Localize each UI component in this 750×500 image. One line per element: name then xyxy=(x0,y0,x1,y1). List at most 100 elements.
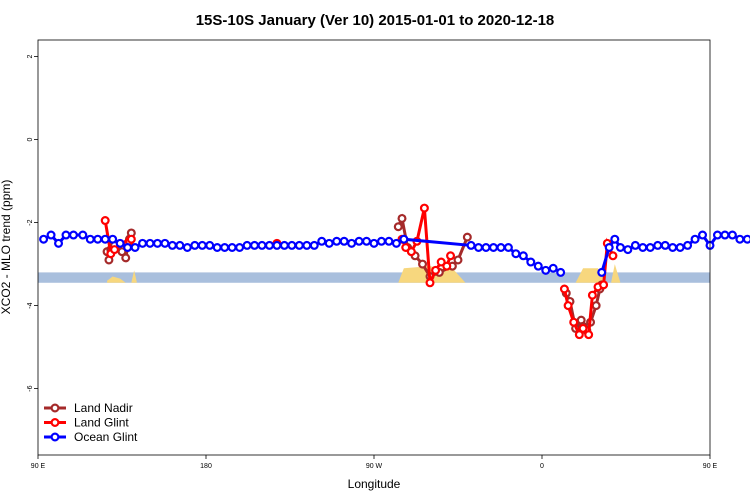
data-point xyxy=(511,249,521,259)
x-axis-label: Longitude xyxy=(348,477,401,491)
data-point xyxy=(235,243,245,253)
data-point xyxy=(68,230,78,240)
data-point xyxy=(130,243,140,253)
data-point xyxy=(526,257,536,267)
data-point xyxy=(574,330,584,340)
data-point xyxy=(425,278,435,288)
data-point xyxy=(391,238,401,248)
data-point xyxy=(272,240,282,250)
legend-swatch-marker xyxy=(50,403,60,413)
data-point xyxy=(145,238,155,248)
data-point xyxy=(615,243,625,253)
chart-title: 15S-10S January (Ver 10) 2015-01-01 to 2… xyxy=(196,12,555,29)
data-point xyxy=(735,234,745,244)
data-point xyxy=(578,323,588,333)
legend-swatch-marker xyxy=(50,418,60,428)
data-point xyxy=(727,230,737,240)
data-point xyxy=(675,243,685,253)
data-point xyxy=(401,243,411,253)
data-point xyxy=(683,240,693,250)
data-point xyxy=(324,238,334,248)
data-point xyxy=(742,234,750,244)
data-point xyxy=(597,267,607,277)
data-point xyxy=(591,301,601,311)
data-point xyxy=(115,238,125,248)
data-point xyxy=(85,234,95,244)
y-tick-label: 2 xyxy=(27,55,34,59)
y-tick-label: 0 xyxy=(27,138,34,142)
data-point xyxy=(384,236,394,246)
data-point xyxy=(503,243,513,253)
data-point xyxy=(548,263,558,273)
data-point xyxy=(474,243,484,253)
data-point xyxy=(418,259,428,269)
data-point xyxy=(100,234,110,244)
legend-label: Land Nadir xyxy=(74,401,133,415)
data-point xyxy=(167,240,177,250)
data-point xyxy=(227,243,237,253)
legend-item: Land Nadir xyxy=(44,401,133,415)
data-point xyxy=(152,238,162,248)
data-point xyxy=(563,301,573,311)
legend-label: Land Glint xyxy=(74,416,129,430)
data-point xyxy=(587,290,597,300)
data-point xyxy=(720,230,730,240)
data-point xyxy=(488,243,498,253)
land-fill-region xyxy=(611,264,621,283)
data-point xyxy=(197,240,207,250)
data-point xyxy=(610,234,620,244)
land-fill-region xyxy=(107,276,126,283)
data-point xyxy=(54,238,64,248)
data-point xyxy=(126,234,136,244)
data-point xyxy=(100,216,110,226)
data-point xyxy=(39,234,49,244)
data-point xyxy=(212,243,222,253)
data-point xyxy=(250,240,260,250)
data-point xyxy=(608,251,618,261)
data-point xyxy=(541,265,551,275)
data-point xyxy=(354,236,364,246)
data-point xyxy=(93,234,103,244)
x-tick-label: 180 xyxy=(200,463,212,470)
x-tick-label: 90 E xyxy=(31,463,46,470)
y-tick-label: -6 xyxy=(27,385,34,391)
data-point xyxy=(347,238,357,248)
data-point xyxy=(431,265,441,275)
series-ocean-glint xyxy=(39,230,750,277)
data-point xyxy=(623,245,633,255)
legend-swatch-marker xyxy=(50,432,60,442)
series-layer xyxy=(39,203,750,340)
data-point xyxy=(294,240,304,250)
data-point xyxy=(436,257,446,267)
data-point xyxy=(61,230,71,240)
y-axis-label: XCO2 - MLO trend (ppm) xyxy=(0,180,13,315)
data-point xyxy=(559,284,569,294)
legend-item: Ocean Glint xyxy=(44,430,138,444)
data-point xyxy=(690,234,700,244)
data-point xyxy=(419,203,429,213)
data-point xyxy=(406,247,416,257)
data-point xyxy=(668,243,678,253)
data-point xyxy=(46,230,56,240)
land-fill-region xyxy=(131,270,137,283)
y-tick-label: -4 xyxy=(27,302,34,308)
x-tick-label: 90 E xyxy=(703,463,718,470)
x-axis: 90 E 180 90 W 0 90 E xyxy=(31,455,718,470)
data-point xyxy=(599,280,609,290)
data-point xyxy=(556,267,566,277)
data-point xyxy=(397,213,407,223)
data-point xyxy=(339,236,349,246)
data-point xyxy=(264,240,274,250)
data-point xyxy=(279,240,289,250)
data-point xyxy=(496,243,506,253)
data-point xyxy=(399,234,409,244)
data-point xyxy=(630,240,640,250)
data-point xyxy=(78,230,88,240)
data-point xyxy=(182,243,192,253)
data-point xyxy=(466,240,476,250)
data-point xyxy=(712,230,722,240)
background-band xyxy=(38,272,710,283)
x-tick-label: 0 xyxy=(540,463,544,470)
